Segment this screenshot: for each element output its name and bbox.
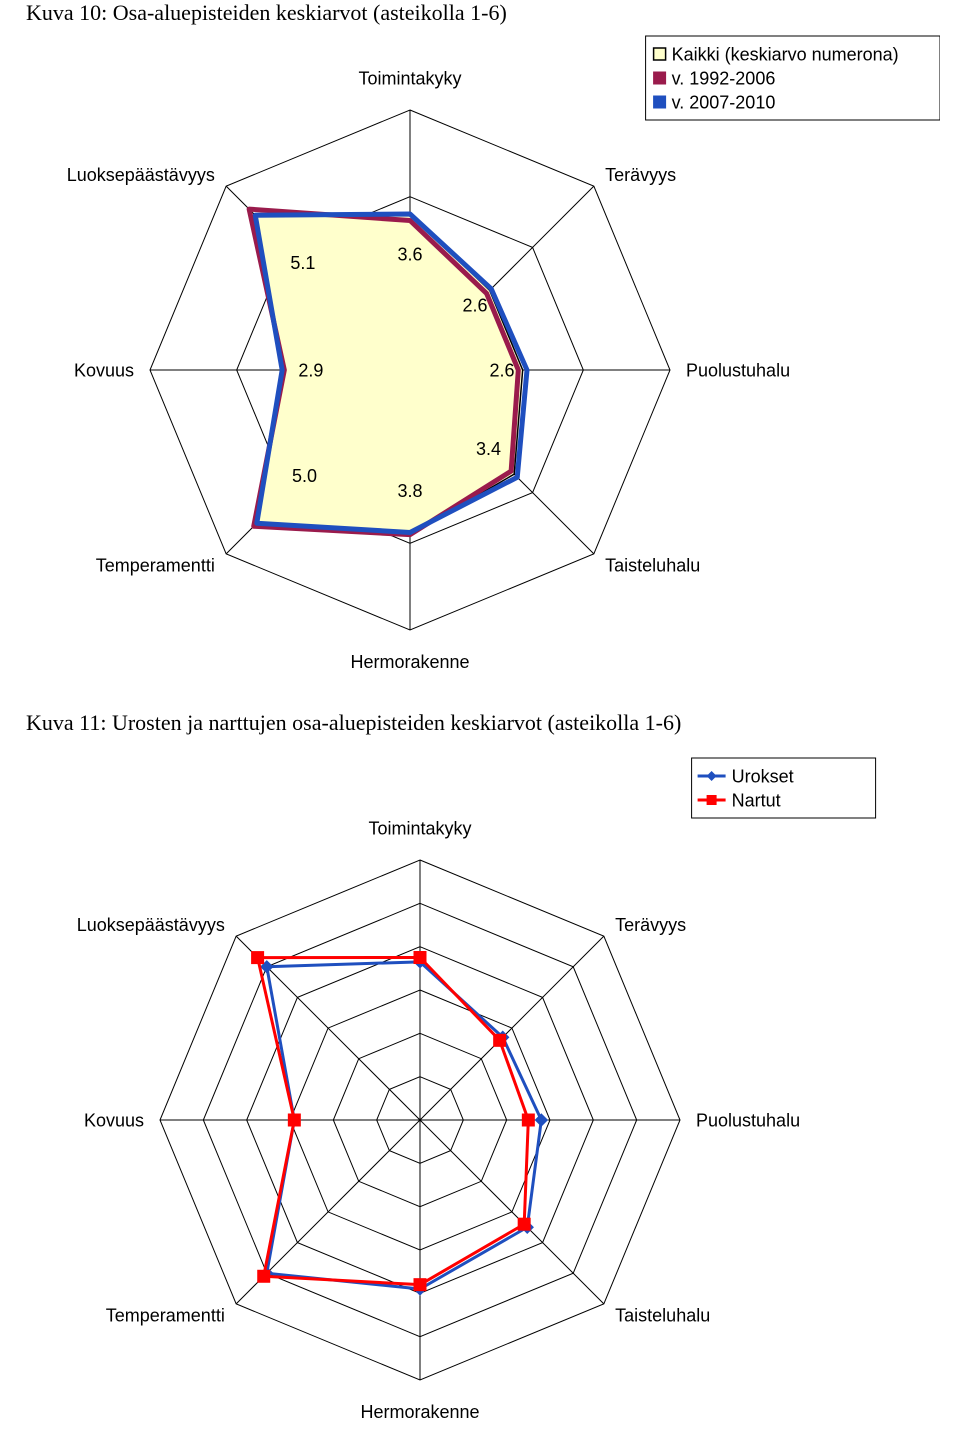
- chart-10: Kuva 10: Osa-aluepisteiden keskiarvot (a…: [20, 0, 940, 680]
- svg-text:Puolustuhalu: Puolustuhalu: [696, 1110, 800, 1130]
- svg-text:Toimintakyky: Toimintakyky: [368, 818, 471, 838]
- svg-text:Hermorakenne: Hermorakenne: [360, 1402, 479, 1420]
- svg-text:v. 1992-2006: v. 1992-2006: [672, 68, 776, 88]
- svg-text:Luoksepäästävyys: Luoksepäästävyys: [67, 165, 215, 185]
- svg-text:3.4: 3.4: [476, 439, 501, 459]
- svg-text:Taisteluhalu: Taisteluhalu: [605, 555, 700, 575]
- svg-text:5.0: 5.0: [292, 466, 317, 486]
- svg-text:Taisteluhalu: Taisteluhalu: [615, 1305, 710, 1325]
- svg-text:2.6: 2.6: [463, 295, 488, 315]
- svg-text:Terävyys: Terävyys: [605, 165, 676, 185]
- svg-text:Kaikki (keskiarvo numerona): Kaikki (keskiarvo numerona): [672, 44, 899, 64]
- svg-text:Nartut: Nartut: [732, 790, 781, 810]
- svg-text:2.9: 2.9: [298, 360, 323, 380]
- svg-text:Urokset: Urokset: [732, 766, 794, 786]
- svg-text:3.8: 3.8: [397, 481, 422, 501]
- svg-text:Temperamentti: Temperamentti: [106, 1305, 225, 1325]
- svg-text:Toimintakyky: Toimintakyky: [358, 68, 461, 88]
- svg-text:Luoksepäästävyys: Luoksepäästävyys: [77, 915, 225, 935]
- svg-text:Kovuus: Kovuus: [84, 1110, 144, 1130]
- chart-11: Kuva 11: Urosten ja narttujen osa-aluepi…: [20, 710, 940, 1420]
- svg-text:5.1: 5.1: [290, 253, 315, 273]
- chart-11-title: Kuva 11: Urosten ja narttujen osa-aluepi…: [26, 710, 940, 736]
- svg-text:Puolustuhalu: Puolustuhalu: [686, 360, 790, 380]
- svg-text:Kovuus: Kovuus: [74, 360, 134, 380]
- svg-text:Temperamentti: Temperamentti: [96, 555, 215, 575]
- svg-text:Hermorakenne: Hermorakenne: [350, 652, 469, 672]
- svg-text:3.6: 3.6: [397, 245, 422, 265]
- svg-text:v. 2007-2010: v. 2007-2010: [672, 92, 776, 112]
- svg-text:2.6: 2.6: [489, 360, 514, 380]
- svg-text:Terävyys: Terävyys: [615, 915, 686, 935]
- chart-10-title: Kuva 10: Osa-aluepisteiden keskiarvot (a…: [26, 0, 940, 26]
- chart-10-svg: Toimintakyky Terävyys Puolustuhalu Taistelu…: [20, 30, 940, 680]
- chart-11-svg: Toimintakyky Terävyys Puolustuhalu Taistelu…: [20, 740, 940, 1420]
